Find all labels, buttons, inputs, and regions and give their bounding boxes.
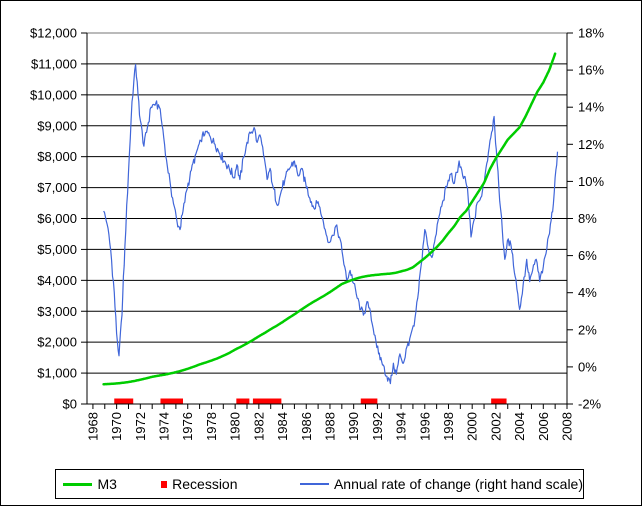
left-axis-label: $4,000 [37,273,77,288]
right-axis-label: 16% [578,63,604,78]
x-axis-label: 2006 [536,412,551,441]
recession-bar [160,398,183,404]
x-axis-label: 1980 [228,412,243,441]
x-axis-label: 1968 [85,412,100,441]
left-axis-label: $10,000 [30,87,77,102]
x-axis-label: 1990 [346,412,361,441]
legend-label-m3: M3 [97,476,117,492]
x-axis-label: 1986 [299,412,314,441]
recession-bar [491,398,507,404]
left-axis-label: $6,000 [37,211,77,226]
left-axis-label: $8,000 [37,149,77,164]
left-axis-label: $1,000 [37,366,77,381]
right-axis-label: 0% [578,359,597,374]
right-axis-label: 2% [578,322,597,337]
left-axis-label: $3,000 [37,304,77,319]
left-axis-label: $0 [63,397,77,412]
annual-rate-line-swatch [299,483,329,485]
x-axis-label: 2004 [512,412,527,441]
right-axis-label: 18% [578,26,604,41]
left-axis-label: $11,000 [31,56,77,71]
annual-rate-line [103,63,559,385]
recession-bar [236,398,250,404]
right-axis-label: 6% [578,248,597,263]
m3-line-swatch [63,482,93,486]
x-axis-label: 2000 [465,412,480,441]
x-axis-label: 1974 [157,412,172,441]
recession-marker-swatch [160,480,168,488]
right-axis-label: 14% [578,100,604,115]
x-axis-label: 1988 [322,412,337,441]
left-axis-label: $2,000 [37,335,77,350]
x-axis-label: 1994 [394,412,409,441]
recession-bar [114,398,134,404]
left-axis-label: $12,000 [30,26,77,41]
m3-line [102,52,557,386]
recession-bar [360,398,378,404]
x-axis-label: 1972 [133,412,148,441]
right-axis-label: 10% [578,174,604,189]
legend-label-annual-rate: Annual rate of change (right hand scale) [333,476,583,492]
x-axis-label: 1978 [204,412,219,441]
x-axis-label: 2002 [488,412,503,441]
left-axis-label: $5,000 [37,242,77,257]
x-axis-label: 1996 [417,412,432,441]
x-axis-label: 1992 [370,412,385,441]
x-axis-label: 1984 [275,412,290,441]
right-axis-label: 12% [578,137,604,152]
x-axis-label: 1970 [109,412,124,441]
recession-bar [252,398,282,404]
left-axis-label: $7,000 [37,180,77,195]
right-axis-label: 4% [578,285,597,300]
x-axis-label: 1998 [441,412,456,441]
legend: M3 Recession Annual rate of change (righ… [55,469,584,499]
left-axis-label: $9,000 [37,118,77,133]
x-axis-label: 1982 [251,412,266,441]
right-axis-label: 8% [578,211,597,226]
legend-label-recession: Recession [172,476,238,492]
x-axis-label: 1976 [180,412,195,441]
x-axis-label: 2008 [560,412,575,441]
right-axis-label: -2% [578,397,602,412]
